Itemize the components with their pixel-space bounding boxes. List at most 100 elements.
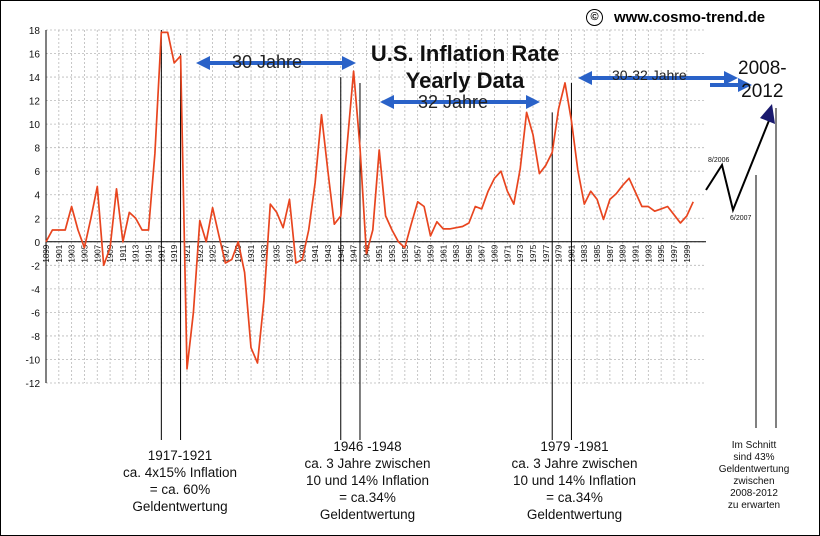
arrow-head-left [380,95,394,109]
note-1917-1921: 1917-1921 ca. 4x15% Inflation = ca. 60% … [122,448,238,514]
arrow-head-right [342,56,356,70]
y-tick-label: 16 [29,50,41,61]
y-tick-label: 14 [29,73,41,84]
x-tick-label: 1923 [196,244,205,262]
x-tick-label: 1967 [478,244,487,262]
site-label: www.cosmo-trend.de [614,9,766,26]
x-tick-label: 1903 [68,244,77,262]
era-arrows [196,56,752,109]
arrow-32-years [380,95,540,109]
x-tick-label: 1911 [119,244,128,262]
x-tick-label: 1957 [414,244,423,262]
x-tick-label: 1901 [55,244,64,262]
arrow-head-right [738,78,752,92]
y-tick-label: 8 [34,144,40,155]
x-tick-label: 1905 [80,244,89,262]
inflation-series [45,31,694,370]
x-tick-label: 1983 [580,244,589,262]
era-label-30-years: 30 Jahre [232,52,303,72]
x-tick-label: 1985 [593,244,602,262]
chart-title: U.S. Inflation Rate [370,41,560,66]
x-tick-label: 1999 [683,244,692,262]
x-tick-label: 1965 [465,244,474,262]
y-tick-label: -10 [26,355,41,366]
x-tick-label: 1991 [632,244,641,262]
projection-label-2006: 8/2006 [708,157,730,164]
arrow-30-32-years [578,71,738,85]
x-tick-label: 1909 [106,244,115,262]
target-range-label: 2008- 2012 [738,58,787,102]
y-tick-label: -6 [31,308,40,319]
x-tick-label: 1927 [221,244,230,262]
x-tick-label: 1937 [285,244,294,262]
x-tick-label: 1997 [670,244,679,262]
note-1946-1948: 1946 -1948 ca. 3 Jahre zwischen 10 und 1… [304,439,431,522]
x-tick-label: 1955 [401,244,410,262]
y-tick-label: 0 [34,238,40,249]
era-label-32-years: 32 Jahre [418,92,489,112]
arrow-outlook [710,78,752,92]
x-tick-label: 1989 [619,244,628,262]
x-tick-label: 1935 [273,244,282,262]
y-tick-label: -12 [26,379,41,390]
projection-line [705,117,771,214]
x-tick-label: 1973 [516,244,525,262]
y-tick-label: -8 [31,332,40,343]
y-tick-label: -4 [31,285,40,296]
x-tick-label: 1977 [542,244,551,262]
x-tick-label: 1919 [170,244,179,262]
copyright-icon: © [586,9,603,26]
arrow-head-right [526,95,540,109]
x-tick-label: 1979 [555,244,564,262]
x-tick-label: 1995 [657,244,666,262]
chart-subtitle: Yearly Data [405,68,525,93]
x-tick-label: 1925 [209,244,218,262]
x-tick-label: 1943 [324,244,333,262]
x-tick-label: 1971 [503,244,512,262]
y-tick-label: 10 [29,120,41,131]
arrow-30-years [196,56,356,70]
x-tick-label: 1961 [439,244,448,262]
y-tick-label: 12 [29,97,41,108]
chart-grid [45,29,706,384]
arrow-head-right [724,71,738,85]
y-tick-label: 18 [29,26,41,37]
chart-axes [45,30,706,383]
arrow-head-left [578,71,592,85]
y-tick-label: 2 [34,214,40,225]
x-tick-label: 1907 [93,244,102,262]
y-tick-labels: 18 16 14 12 10 8 6 4 2 0 -2 -4 -6 -8 -10 -12 [26,26,41,390]
x-tick-label: 1915 [145,244,154,262]
x-tick-label: 1921 [183,244,192,262]
x-tick-label: 1941 [311,244,320,262]
x-tick-label: 1929 [234,244,243,262]
x-tick-label: 1947 [350,244,359,262]
y-tick-label: 6 [34,167,40,178]
x-tick-label: 1963 [452,244,461,262]
period-marker-lines [160,30,777,440]
note-1979-1981: 1979 -1981 ca. 3 Jahre zwischen 10 und 1… [511,439,638,522]
x-tick-label: 1899 [42,244,51,262]
arrow-head-left [196,56,210,70]
outlook-note: Im Schnitt sind 43% Geldentwertung zwisc… [718,440,790,511]
x-tick-label: 1913 [132,244,141,262]
x-tick-label: 1975 [529,244,538,262]
x-tick-label: 1993 [644,244,653,262]
x-tick-label: 1969 [491,244,500,262]
x-tick-label: 1931 [247,244,256,262]
x-tick-label: 1987 [606,244,615,262]
projection-zigzag: 8/2006 6/2007 [705,104,775,222]
y-tick-label: 4 [34,191,40,202]
x-tick-label: 1951 [375,244,384,262]
x-tick-label: 1953 [388,244,397,262]
y-tick-label: -2 [31,261,40,272]
x-tick-label: 1959 [426,244,435,262]
projection-label-2007: 6/2007 [730,215,752,222]
series-line [45,31,694,370]
era-label-30-32-years: 30-32 Jahre [612,67,687,83]
projection-arrowhead [760,104,775,124]
x-tick-labels: 1899190119031905190719091911191319151917… [42,244,692,262]
x-tick-label: 1933 [260,244,269,262]
